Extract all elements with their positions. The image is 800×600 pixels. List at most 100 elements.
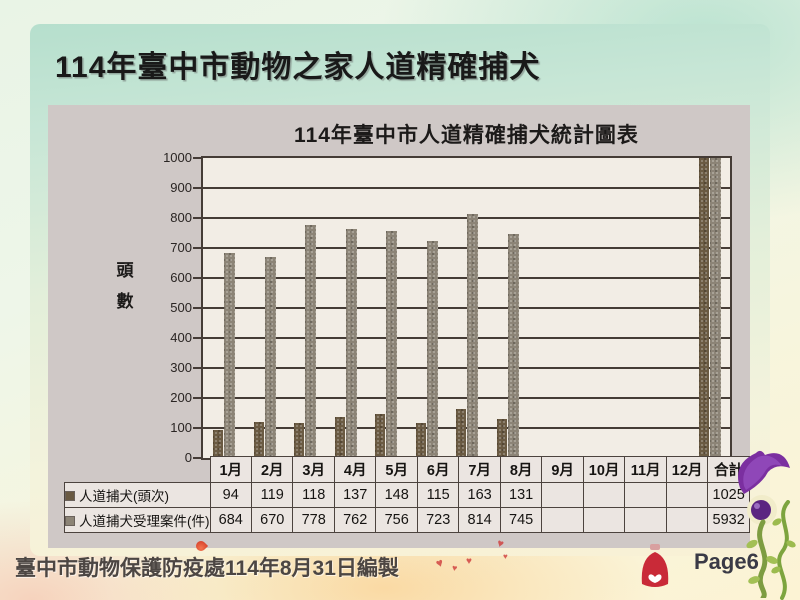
gridline — [203, 337, 730, 339]
bar-人道捕犬(頭次)-4月 — [335, 417, 345, 458]
value-cell: 684 — [209, 507, 252, 533]
y-axis-tick-label: 800 — [170, 210, 192, 225]
value-cell: 756 — [375, 507, 418, 533]
value-cell: 670 — [250, 507, 294, 533]
y-axis-tick-label: 400 — [170, 330, 192, 345]
bar-人道捕犬受理案件(件)-8月 — [508, 234, 519, 458]
value-cell — [541, 507, 584, 533]
gridline — [203, 427, 730, 429]
y-axis-tick — [193, 457, 201, 459]
value-cell: 1025 — [707, 482, 750, 508]
y-axis-tick-label: 0 — [184, 450, 192, 465]
bar-人道捕犬受理案件(件)-6月 — [427, 241, 438, 458]
y-axis-tick-label: 500 — [170, 300, 192, 315]
bar-人道捕犬(頭次)-7月 — [456, 409, 466, 458]
month-header-cell: 9月 — [541, 456, 584, 483]
value-cell: 137 — [333, 482, 377, 508]
bar-人道捕犬(頭次)-8月 — [497, 419, 507, 458]
series-label-cell: 人道捕犬(頭次) — [64, 482, 211, 508]
value-cell: 119 — [250, 482, 294, 508]
y-axis-tick — [193, 277, 201, 279]
table-spacer-cell — [65, 457, 211, 483]
heart-icon: ♥ — [503, 552, 508, 561]
bar-人道捕犬(頭次)-1月 — [213, 430, 223, 458]
value-cell: 745 — [499, 507, 543, 533]
data-table: 1月 2月 3月 4月 5月 6月 7月 8月 9月 10月 11月 12月 合計 人道捕犬(頭次) 94 1… — [64, 456, 750, 533]
y-axis-tick-label: 900 — [170, 180, 192, 195]
value-cell: 115 — [416, 482, 460, 508]
heart-hat-decoration — [641, 544, 669, 587]
month-header-cell: 2月 — [250, 456, 294, 483]
y-axis-tick — [193, 217, 201, 219]
bar-人道捕犬受理案件(件)-3月 — [305, 225, 316, 458]
bar-人道捕犬(頭次)-5月 — [375, 414, 385, 458]
y-axis-tick — [193, 157, 201, 159]
bar-人道捕犬受理案件(件)-合計 — [710, 158, 721, 458]
bar-人道捕犬(頭次)-3月 — [294, 423, 304, 458]
bar-人道捕犬受理案件(件)-2月 — [265, 257, 276, 458]
y-axis-tick — [193, 247, 201, 249]
gridline — [203, 367, 730, 369]
page-number: Page6 — [694, 549, 759, 574]
value-cell — [665, 507, 709, 533]
month-header-cell: 12月 — [665, 456, 709, 483]
chart-panel: 114年臺中市人道精確捕犬統計圖表 頭數 0 100 200 300 400 500 600… — [48, 105, 750, 548]
month-header-cell: 5月 — [375, 456, 418, 483]
value-cell: 778 — [292, 507, 335, 533]
value-cell: 94 — [209, 482, 252, 508]
chart-title: 114年臺中市人道精確捕犬統計圖表 — [294, 124, 639, 147]
plot-area — [193, 156, 732, 460]
bar-人道捕犬(頭次)-2月 — [254, 422, 264, 458]
legend-square-icon — [65, 491, 75, 502]
heart-icon: ♥ — [466, 556, 472, 567]
gridline — [203, 217, 730, 219]
heart-icon: ♥ — [451, 562, 459, 574]
slide-title: 114年臺中市動物之家人道精確捕犬 — [55, 51, 541, 84]
gridline — [203, 397, 730, 399]
month-header-cell: 10月 — [582, 456, 626, 483]
value-cell — [582, 482, 626, 508]
month-header-cell: 6月 — [416, 456, 460, 483]
value-cell — [624, 482, 667, 508]
series-label-cell: 人道捕犬受理案件(件) — [64, 507, 211, 533]
value-cell: 814 — [458, 507, 501, 533]
value-cell: 762 — [333, 507, 377, 533]
y-axis-tick-label: 200 — [170, 390, 192, 405]
y-axis-tick-label: 300 — [170, 360, 192, 375]
value-cell: 148 — [375, 482, 418, 508]
bar-人道捕犬受理案件(件)-5月 — [386, 231, 397, 458]
value-cell: 163 — [458, 482, 501, 508]
value-cell: 723 — [416, 507, 460, 533]
month-header-cell: 3月 — [292, 456, 335, 483]
y-axis-tick — [193, 397, 201, 399]
month-header-cell: 7月 — [458, 456, 501, 483]
y-axis-tick — [193, 187, 201, 189]
month-header-cell: 11月 — [624, 456, 667, 483]
month-header-cell: 4月 — [333, 456, 377, 483]
bar-人道捕犬(頭次)-合計 — [699, 158, 709, 458]
gridline — [203, 247, 730, 249]
value-cell — [541, 482, 584, 508]
month-header-cell: 合計 — [707, 456, 750, 483]
y-axis-tick-label: 1000 — [163, 150, 192, 165]
value-cell: 118 — [292, 482, 335, 508]
month-header-cell: 1月 — [209, 456, 252, 483]
y-axis-tick — [193, 427, 201, 429]
y-axis-tick-label: 100 — [170, 420, 192, 435]
y-axis-tick-label: 700 — [170, 240, 192, 255]
legend-square-icon — [65, 516, 75, 527]
y-axis-tick — [193, 307, 201, 309]
heart-icon: ♥ — [433, 555, 446, 571]
y-axis-title: 頭數 — [116, 261, 134, 311]
value-cell: 5932 — [707, 507, 750, 533]
value-cell — [665, 482, 709, 508]
y-axis-tick — [193, 367, 201, 369]
bar-人道捕犬受理案件(件)-4月 — [346, 229, 357, 458]
slide-footer: 臺中市動物保護防疫處114年8月31日編製 — [15, 557, 399, 580]
gridline — [203, 277, 730, 279]
gridline — [203, 307, 730, 309]
value-cell — [582, 507, 626, 533]
value-cell — [624, 507, 667, 533]
bar-人道捕犬受理案件(件)-7月 — [467, 214, 478, 458]
y-axis-tick — [193, 337, 201, 339]
